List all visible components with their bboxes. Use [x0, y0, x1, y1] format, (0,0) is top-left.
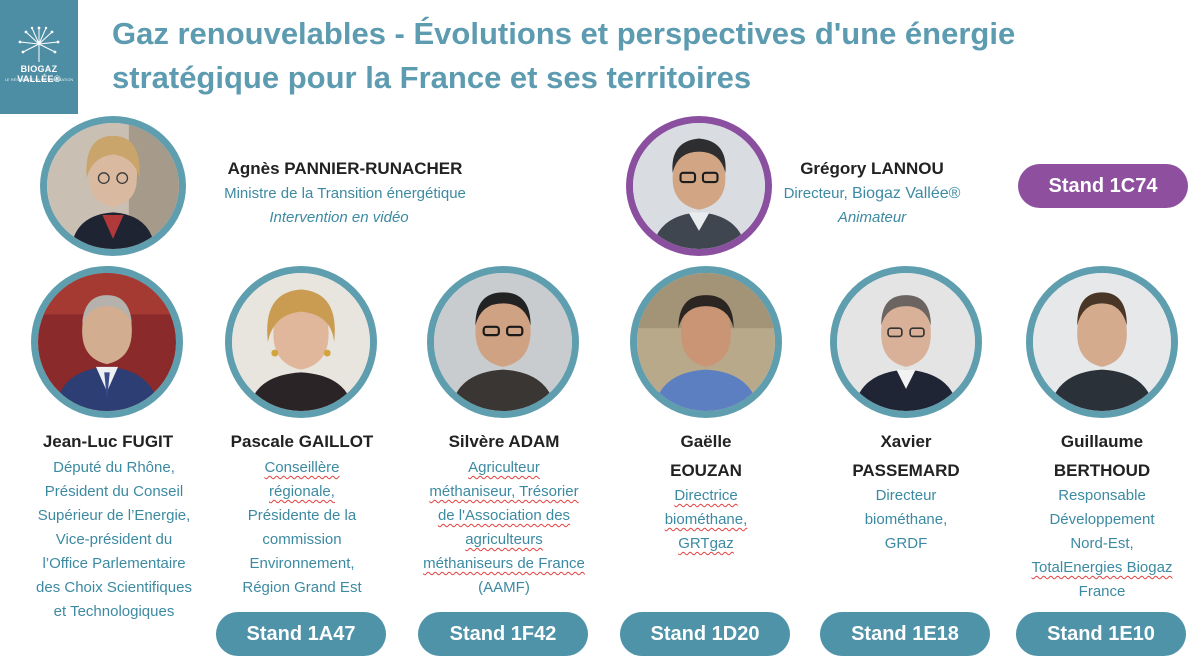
speaker-name-berthoud: Guillaume BERTHOUD — [1016, 427, 1188, 485]
stand-badge-moderator: Stand 1C74 — [1018, 164, 1188, 208]
biogaz-vallee-logo: BIOGAZ VALLÉE® LE RÉSEAU DE LA MÉTHANISA… — [0, 0, 78, 114]
speaker-photo-pannier-runacher — [40, 116, 186, 256]
speaker-name-eouzan: Gaëlle EOUZAN — [620, 427, 792, 485]
speaker-name-line: EOUZAN — [670, 461, 742, 480]
role-line: Directeur — [875, 487, 937, 504]
page-title: Gaz renouvelables - Évolutions et perspe… — [112, 12, 1182, 100]
role-line: France — [1078, 583, 1126, 600]
role-line: des Choix Scientifiques — [36, 579, 192, 596]
role-line: méthaniseurs de France — [423, 555, 585, 572]
speaker-role-passemard: Directeur biométhane, GRDF — [820, 484, 992, 556]
speaker-name: Agnès PANNIER-RUNACHER — [227, 159, 463, 178]
role-line: méthaniseur, Trésorier — [429, 483, 579, 500]
role-org: Biogaz Vallée® — [851, 185, 961, 202]
speaker-role: Directeur, Biogaz Vallée® — [772, 182, 972, 206]
speaker-name-passemard: Xavier PASSEMARD — [820, 427, 992, 485]
speaker-role-eouzan: Directrice biométhane, GRTgaz — [620, 484, 792, 556]
role-line: l’Office Parlementaire — [42, 555, 186, 572]
speaker-role-fugit: Député du Rhône, Président du Conseil Su… — [12, 456, 216, 624]
title-line-2: stratégique pour la France et ses territ… — [112, 60, 752, 95]
role-prefix: Directeur, — [783, 185, 852, 202]
role-line: Environnement, — [249, 555, 355, 572]
role-line: de l'Association des — [437, 507, 571, 524]
speaker-name-line: Gaëlle — [680, 432, 732, 451]
stand-badge-eouzan: Stand 1D20 — [620, 612, 790, 656]
role-line: Conseillère — [264, 459, 340, 476]
speaker-role-berthoud: Responsable Développement Nord-Est, Tota… — [1006, 484, 1198, 604]
logo-text: BIOGAZ VALLÉE® — [17, 64, 61, 84]
speaker-note: Animateur — [837, 209, 907, 226]
speaker-photo-lannou — [626, 116, 772, 256]
speaker-photo-adam — [427, 266, 579, 418]
role-line: Agriculteur — [468, 459, 540, 476]
speaker-photo-berthoud — [1026, 266, 1178, 418]
role-line: biométhane, — [664, 511, 748, 528]
speaker-role-adam: Agriculteur méthaniseur, Trésorier de l'… — [396, 456, 612, 600]
title-line-1: Gaz renouvelables - Évolutions et perspe… — [112, 16, 1016, 51]
dandelion-icon — [18, 26, 60, 62]
stand-badge-gaillot: Stand 1A47 — [216, 612, 386, 656]
speaker-name-fugit: Jean-Luc FUGIT — [22, 427, 194, 456]
role-line: Député du Rhône, — [53, 459, 175, 476]
logo-tagline: LE RÉSEAU DE LA MÉTHANISATION — [4, 77, 74, 82]
speaker-photo-fugit — [31, 266, 183, 418]
speaker-photo-passemard — [830, 266, 982, 418]
role-line: Développement — [1049, 511, 1155, 528]
speaker-name-line: Jean-Luc FUGIT — [42, 432, 174, 451]
role-line: GRTgaz — [678, 535, 734, 552]
speaker-info-lannou: Grégory LANNOU Directeur, Biogaz Vallée®… — [772, 156, 972, 230]
stand-badge-passemard: Stand 1E18 — [820, 612, 990, 656]
speaker-note: Intervention en vidéo — [269, 209, 409, 226]
role-line: Directrice — [674, 487, 738, 504]
role-line: Vice-président du — [55, 531, 173, 548]
role-line: Présidente de la — [247, 507, 357, 524]
role-line: régionale, — [269, 483, 335, 500]
speaker-name-line: Guillaume — [1060, 432, 1144, 451]
role-line: agriculteurs — [465, 531, 543, 548]
speaker-info-pannier-runacher: Agnès PANNIER-RUNACHER Ministre de la Tr… — [190, 156, 500, 230]
role-line: GRDF — [884, 535, 928, 552]
speaker-name-adam: Silvère ADAM — [418, 427, 590, 456]
speaker-name-line: Silvère ADAM — [448, 432, 560, 451]
speaker-name-line: Pascale GAILLOT — [230, 432, 374, 451]
speaker-photo-gaillot — [225, 266, 377, 418]
stand-badge-berthoud: Stand 1E10 — [1016, 612, 1186, 656]
role-line: biométhane, — [864, 511, 948, 528]
role-line: (AAMF) — [478, 579, 530, 596]
role-line: Supérieur de l’Energie, — [37, 507, 191, 524]
role-line: commission — [262, 531, 342, 548]
speaker-name-line: Xavier — [880, 432, 932, 451]
role-line: Président du Conseil — [44, 483, 184, 500]
role-line: TotalEnergies Biogaz — [1031, 559, 1173, 576]
speaker-name-line: BERTHOUD — [1053, 461, 1151, 480]
speaker-name: Grégory LANNOU — [800, 159, 944, 178]
role-line: et Technologiques — [53, 603, 175, 620]
role-line: Responsable — [1058, 487, 1146, 504]
speaker-name-gaillot: Pascale GAILLOT — [216, 427, 388, 456]
stand-badge-adam: Stand 1F42 — [418, 612, 588, 656]
speaker-role: Ministre de la Transition énergétique — [224, 185, 466, 202]
role-line: Région Grand Est — [242, 579, 362, 596]
speaker-role-gaillot: Conseillère régionale, Présidente de la … — [216, 456, 388, 600]
speaker-photo-eouzan — [630, 266, 782, 418]
role-line: Nord-Est, — [1070, 535, 1134, 552]
speaker-name-line: PASSEMARD — [852, 461, 960, 480]
